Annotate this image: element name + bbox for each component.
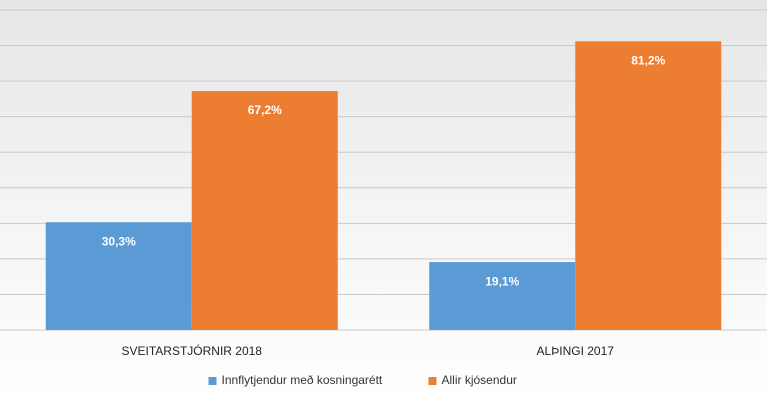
bar xyxy=(45,222,192,330)
legend-swatch xyxy=(208,377,217,385)
bar xyxy=(429,262,576,330)
x-tick-label: SVEITARSTJÓRNIR 2018 xyxy=(122,343,263,358)
value-label: 19,1% xyxy=(485,274,519,288)
value-label: 67,2% xyxy=(248,103,282,117)
legend-label: Allir kjósendur xyxy=(442,373,517,387)
legend-swatch xyxy=(428,377,437,385)
value-label: 30,3% xyxy=(102,234,136,248)
value-label: 81,2% xyxy=(631,53,665,67)
bar xyxy=(191,91,338,330)
bar xyxy=(575,41,722,331)
x-tick-label: ALÞINGI 2017 xyxy=(537,344,615,358)
legend-label: Innflytjendur með kosningarétt xyxy=(222,373,383,387)
